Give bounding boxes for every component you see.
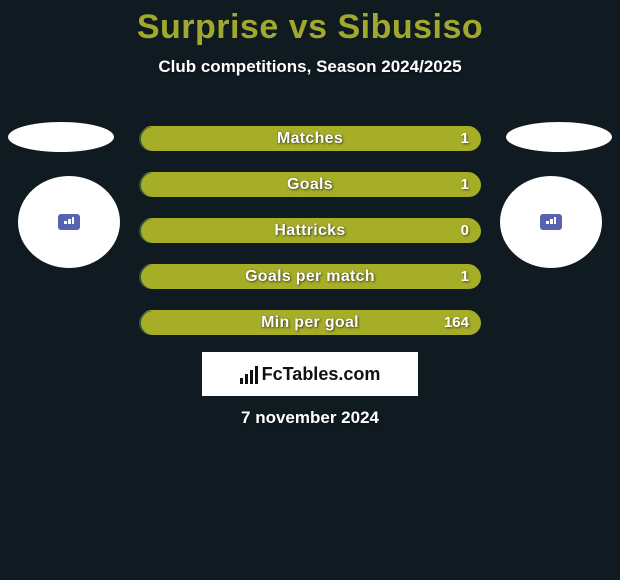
stat-row: Min per goal164 — [140, 310, 480, 334]
page-title: Surprise vs Sibusiso — [0, 0, 620, 47]
page-subtitle: Club competitions, Season 2024/2025 — [0, 57, 620, 77]
stat-row: Hattricks0 — [140, 218, 480, 242]
player-left-badge — [58, 214, 80, 230]
stat-label: Goals — [141, 173, 479, 197]
stat-value-right: 1 — [461, 265, 469, 289]
stat-row: Matches1 — [140, 126, 480, 150]
player-right-oval-large — [500, 176, 602, 268]
stat-label: Matches — [141, 127, 479, 151]
stat-row: Goals per match1 — [140, 264, 480, 288]
stat-label: Min per goal — [141, 311, 479, 335]
player-right-badge — [540, 214, 562, 230]
branding-text: FcTables.com — [262, 364, 381, 385]
stat-value-right: 1 — [461, 127, 469, 151]
stats-container: Matches1Goals1Hattricks0Goals per match1… — [140, 126, 480, 356]
stat-value-right: 0 — [461, 219, 469, 243]
stat-label: Hattricks — [141, 219, 479, 243]
player-right-oval-small — [506, 122, 612, 152]
stat-row: Goals1 — [140, 172, 480, 196]
stat-value-right: 164 — [444, 311, 469, 335]
branding-logo[interactable]: FcTables.com — [202, 352, 418, 396]
comparison-card: Surprise vs Sibusiso Club competitions, … — [0, 0, 620, 580]
stat-value-right: 1 — [461, 173, 469, 197]
stat-label: Goals per match — [141, 265, 479, 289]
player-left-oval-large — [18, 176, 120, 268]
footer-date: 7 november 2024 — [0, 408, 620, 428]
chart-icon — [240, 364, 258, 384]
player-left-oval-small — [8, 122, 114, 152]
